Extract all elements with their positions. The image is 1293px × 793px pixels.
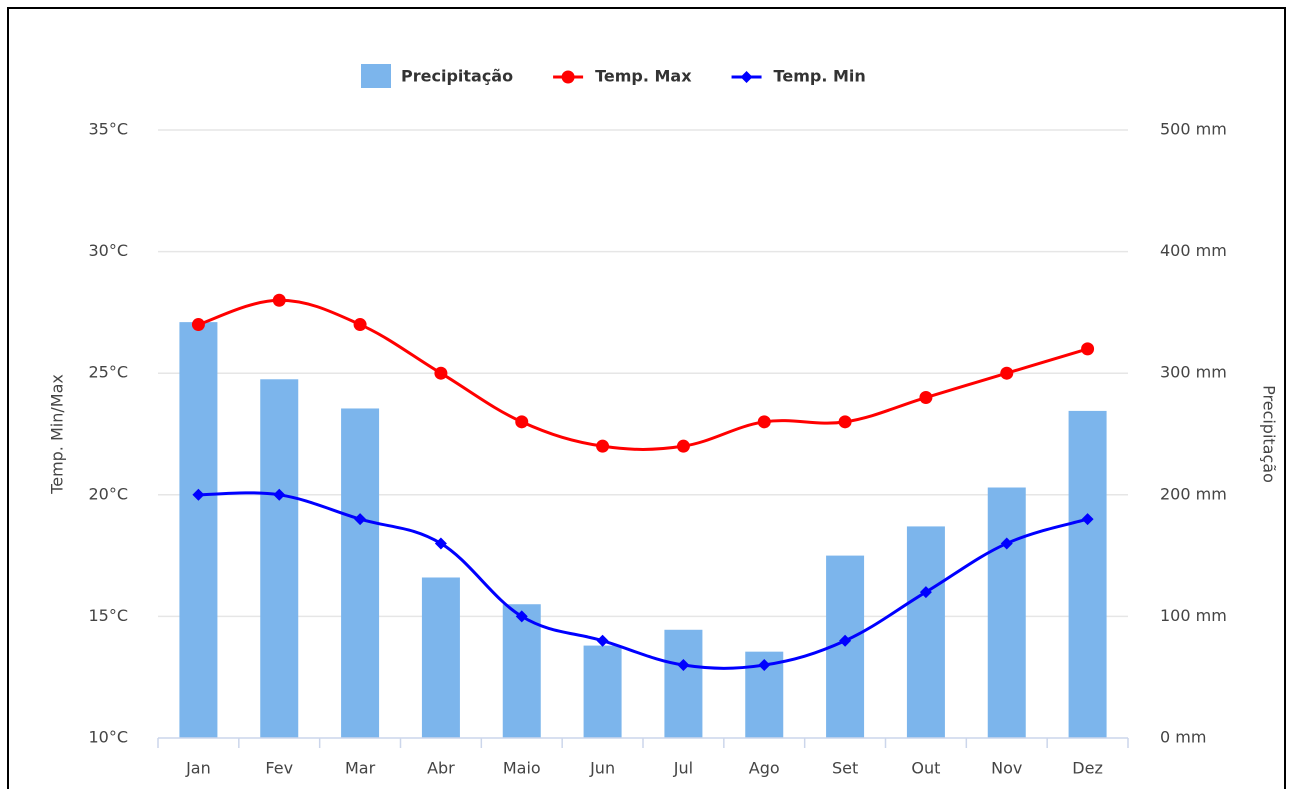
legend-marker	[740, 71, 753, 83]
bar	[987, 487, 1026, 738]
x-tick-label: Ago	[749, 759, 780, 778]
bar	[341, 408, 380, 738]
x-tick-label: Dez	[1072, 759, 1103, 778]
x-tick-label: Jun	[589, 759, 615, 778]
marker	[434, 366, 448, 380]
bar	[502, 604, 541, 738]
y2-axis-title: Precipitação	[1260, 385, 1279, 483]
x-tick-label: Nov	[991, 759, 1022, 778]
x-tick-label: Set	[832, 759, 858, 778]
marker	[1000, 366, 1014, 380]
x-tick-label: Jan	[185, 759, 211, 778]
marker	[677, 659, 690, 672]
marker	[757, 415, 771, 429]
bar	[664, 629, 703, 738]
y2-tick-label: 0 mm	[1160, 728, 1206, 747]
marker	[434, 537, 447, 550]
bar	[260, 379, 299, 738]
bar	[906, 526, 945, 738]
marker	[272, 293, 286, 307]
legend-label: Temp. Min	[774, 67, 866, 86]
y2-tick-label: 400 mm	[1160, 241, 1227, 260]
marker	[676, 439, 690, 453]
y-tick-label: 15°C	[88, 606, 128, 625]
y2-tick-label: 200 mm	[1160, 484, 1227, 503]
legend-swatch	[361, 64, 391, 88]
bar	[1068, 410, 1107, 738]
line	[198, 491, 1089, 670]
bar	[583, 645, 622, 738]
marker	[1000, 537, 1013, 550]
marker	[353, 318, 367, 332]
y2-tick-label: 300 mm	[1160, 363, 1227, 382]
marker	[191, 318, 205, 332]
legend-label: Temp. Max	[595, 67, 692, 86]
marker	[515, 610, 528, 623]
y2-tick-label: 500 mm	[1160, 120, 1227, 139]
marker	[515, 415, 529, 429]
marker	[838, 415, 852, 429]
x-tick-label: Mar	[345, 759, 376, 778]
marker	[919, 586, 932, 599]
bar	[179, 322, 218, 738]
marker	[1081, 513, 1094, 526]
y2-tick-label: 100 mm	[1160, 606, 1227, 625]
legend-marker	[561, 70, 575, 84]
line	[197, 298, 1089, 451]
marker	[192, 488, 205, 501]
y-axis-title: Temp. Min/Max	[48, 374, 67, 495]
marker	[839, 634, 852, 647]
x-tick-label: Fev	[265, 759, 293, 778]
marker	[758, 659, 771, 672]
marker	[1081, 342, 1095, 356]
bar	[421, 577, 460, 738]
y-tick-label: 35°C	[88, 120, 128, 139]
y-tick-label: 25°C	[88, 363, 128, 382]
x-tick-label: Maio	[503, 759, 541, 778]
marker	[273, 488, 286, 501]
marker	[596, 634, 609, 647]
x-tick-label: Out	[911, 759, 940, 778]
x-tick-label: Jul	[673, 759, 693, 778]
y-tick-label: 10°C	[88, 728, 128, 747]
legend-label: Precipitação	[401, 67, 513, 86]
marker	[919, 391, 933, 405]
y-tick-label: 30°C	[88, 241, 128, 260]
y-tick-label: 20°C	[88, 484, 128, 503]
marker	[354, 513, 367, 526]
x-tick-label: Abr	[427, 759, 455, 778]
marker	[596, 439, 610, 453]
